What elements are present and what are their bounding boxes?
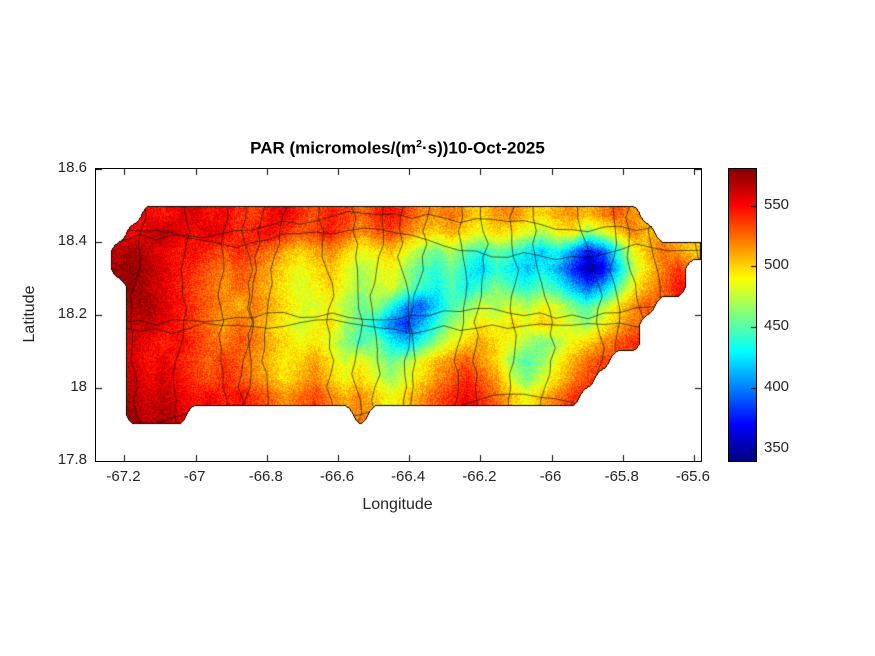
x-tick-label: -67 [183, 468, 206, 485]
chart-title: PAR (micromoles/(m2·s))10-Oct-2025 [95, 138, 700, 159]
colorbar-tick-label: 550 [764, 195, 790, 213]
chart-title-text: PAR (micromoles/(m [250, 138, 417, 158]
colorbar [728, 168, 757, 462]
colorbar-tick-label: 400 [764, 378, 790, 395]
x-tick-label: -66.6 [319, 468, 355, 485]
y-tick-label: 18 [70, 378, 87, 395]
x-tick-label: -67.2 [106, 468, 141, 485]
colorbar-tick-label: 500 [764, 256, 790, 274]
x-tick-label: -66 [539, 468, 562, 485]
chart-title-text-suffix: ·s))10-Oct-2025 [421, 138, 545, 158]
y-tick-label: 18.4 [57, 232, 87, 249]
y-tick-label: 17.8 [57, 451, 87, 468]
colorbar-tick-label: 450 [764, 317, 790, 335]
x-tick-label: -66.8 [248, 468, 283, 485]
x-tick-label: -65.8 [604, 468, 639, 485]
x-axis-label: Longitude [362, 496, 433, 513]
x-tick-label: -66.4 [391, 468, 426, 485]
heatmap-canvas [96, 169, 701, 461]
y-tick-label: 18.2 [57, 305, 87, 322]
x-tick-label: -65.6 [675, 468, 710, 485]
y-tick-label: 18.6 [57, 159, 87, 176]
x-tick-label: -66.2 [462, 468, 497, 485]
plot-area [95, 168, 702, 462]
colorbar-gradient [729, 169, 756, 461]
colorbar-tick-label: 350 [764, 438, 790, 456]
chart-title-superscript: 2 [416, 138, 422, 150]
